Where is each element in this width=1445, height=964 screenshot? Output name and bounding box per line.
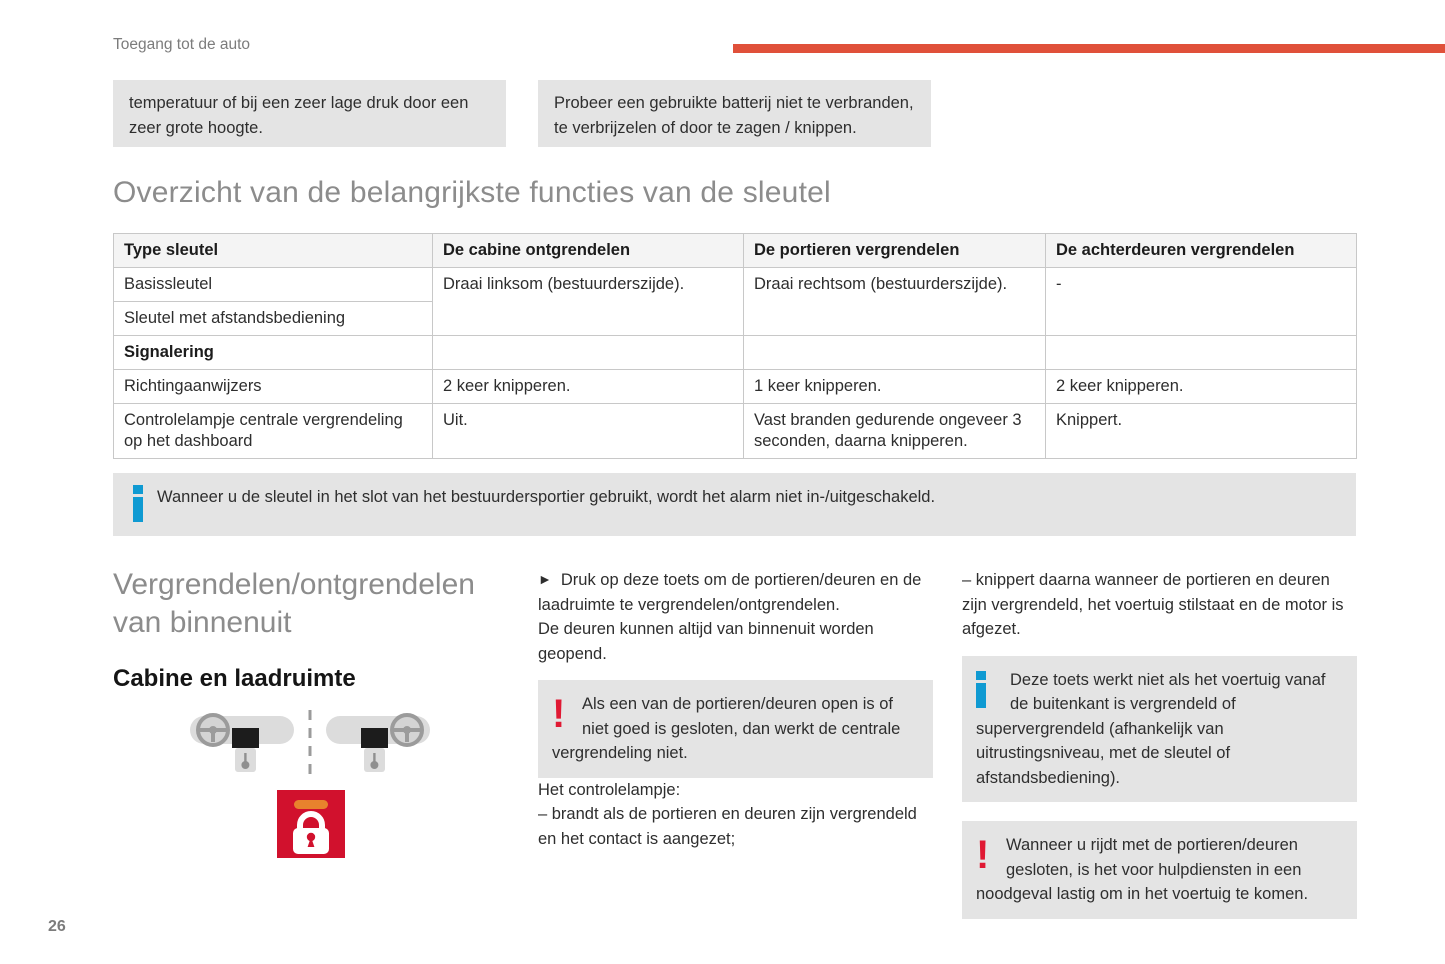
table-cell: 2 keer knipperen.: [1045, 369, 1357, 404]
interior-lock-illustration: [188, 706, 432, 867]
steering-wheel-icon: [390, 713, 424, 747]
warning-box: ! Wanneer u rijdt met de portieren/deure…: [962, 821, 1357, 919]
info-banner: Wanneer u de sleutel in het slot van het…: [113, 473, 1356, 536]
note-text: temperatuur of bij een zeer lage druk do…: [129, 94, 469, 137]
table-row: Richtingaanwijzers 2 keer knipperen. 1 k…: [113, 369, 1357, 404]
table-cell: Knippert.: [1045, 403, 1357, 459]
table-cell: Sleutel met afstandsbediening: [113, 301, 433, 336]
warning-text: Wanneer u rijdt met de portieren/deuren …: [976, 836, 1309, 903]
lamp-list-item: – brandt als de portieren en deuren zijn…: [538, 805, 917, 848]
section-subtitle: Cabine en laadruimte: [113, 665, 356, 692]
dashboard-lock-graphic: [190, 710, 430, 858]
dashboard-right: [326, 713, 430, 772]
table-row: Controlelampje centrale vergrendeling op…: [113, 403, 1357, 459]
column-header: De achterdeuren vergrendelen: [1045, 233, 1357, 268]
action-arrow-icon: ►: [538, 571, 552, 587]
table-section-cell: Signalering: [113, 335, 433, 370]
table-row: Sleutel met afstandsbediening: [113, 301, 1357, 336]
table-cell: 2 keer knipperen.: [432, 369, 744, 404]
note-text: Probeer een gebruikte batterij niet te v…: [554, 94, 914, 137]
key-icon: [241, 753, 250, 769]
table-row: Signalering: [113, 335, 1357, 370]
table-cell: Uit.: [432, 403, 744, 459]
table-cell: Basissleutel: [113, 267, 433, 302]
lamp-intro: Het controlelampje:: [538, 780, 681, 799]
lock-button-icon: [277, 790, 345, 858]
page-number: 26: [48, 918, 66, 935]
note-box-battery: Probeer een gebruikte batterij niet te v…: [538, 80, 931, 147]
info-icon: [133, 485, 143, 522]
table-cell: -: [1045, 267, 1357, 336]
warning-icon: !: [552, 692, 566, 736]
dashboard-left: [190, 713, 294, 772]
key-icon: [370, 753, 379, 769]
indicator-light: [294, 800, 328, 809]
table-cell-empty: [432, 335, 744, 370]
right-column: – knippert daarna wanneer de portieren e…: [962, 568, 1357, 919]
lock-instruction: ► Druk op deze toets om de portieren/deur…: [538, 568, 933, 617]
info-box: Deze toets werkt niet als het voertuig v…: [962, 655, 1357, 802]
table-header-row: Type sleutel De cabine ontgrendelen De p…: [113, 233, 1357, 268]
info-banner-text: Wanneer u de sleutel in het slot van het…: [157, 488, 936, 506]
key-functions-table: Type sleutel De cabine ontgrendelen De p…: [113, 233, 1357, 459]
warning-text: Als een van de portieren/deuren open is …: [552, 695, 901, 762]
section-title: Vergrendelen/ontgrendelen van binnenuit: [113, 568, 475, 639]
column-header: De portieren vergrendelen: [743, 233, 1046, 268]
column-header: De cabine ontgrendelen: [432, 233, 744, 268]
warning-box: ! Als een van de portieren/deuren open i…: [538, 680, 933, 778]
info-icon: [976, 668, 1010, 712]
doors-note: De deuren kunnen altijd van binnenuit wo…: [538, 620, 874, 663]
warning-icon: !: [976, 833, 990, 877]
table-cell: Vast branden gedurende ongeveer 3 second…: [743, 403, 1046, 459]
table-cell-empty: [1045, 335, 1357, 370]
table-cell: Draai rechtsom (bestuurderszijde).: [743, 267, 1046, 336]
column-header: Type sleutel: [113, 233, 433, 268]
note-box-temperature: temperatuur of bij een zeer lage druk do…: [113, 80, 506, 147]
table-cell: Richtingaanwijzers: [113, 369, 433, 404]
breadcrumb: Toegang tot de auto: [113, 36, 251, 53]
page-title: Overzicht van de belangrijkste functies …: [113, 176, 831, 209]
lamp-list-item: – knippert daarna wanneer de portieren e…: [962, 571, 1344, 638]
table-cell: Controlelampje centrale vergrendeling op…: [113, 403, 433, 459]
info-text: Deze toets werkt niet als het voertuig v…: [976, 670, 1326, 787]
table-row: Basissleutel Draai linksom (bestuurdersz…: [113, 267, 1357, 336]
middle-column: ► Druk op deze toets om de portieren/deur…: [538, 568, 933, 851]
instruction-text: Druk op deze toets om de portieren/deure…: [538, 571, 922, 614]
table-cell-empty: [743, 335, 1046, 370]
steering-wheel-icon: [196, 713, 230, 747]
table-cell: 1 keer knipperen.: [743, 369, 1046, 404]
accent-rule: [733, 44, 1445, 53]
table-cell: Draai linksom (bestuurderszijde).: [432, 267, 744, 336]
